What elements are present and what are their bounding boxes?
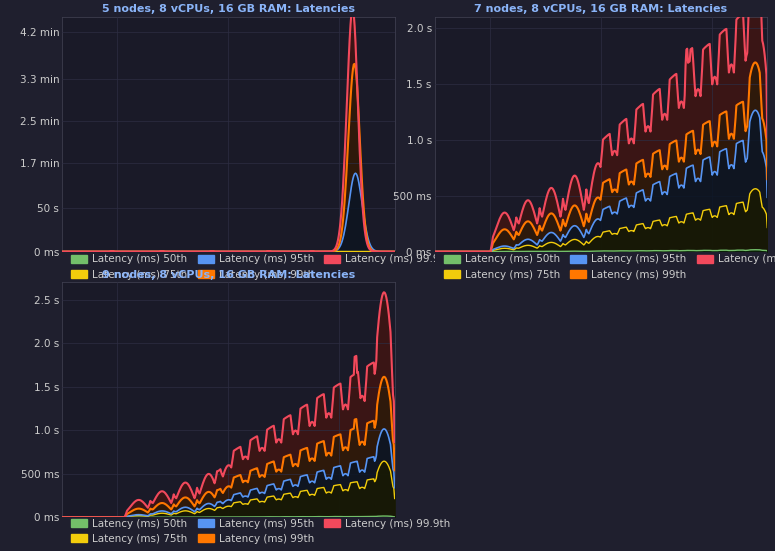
Title: 9 nodes, 8 vCPUs, 16 GB RAM: Latencies: 9 nodes, 8 vCPUs, 16 GB RAM: Latencies — [102, 270, 355, 280]
Title: 7 nodes, 8 vCPUs, 16 GB RAM: Latencies: 7 nodes, 8 vCPUs, 16 GB RAM: Latencies — [474, 4, 728, 14]
Title: 5 nodes, 8 vCPUs, 16 GB RAM: Latencies: 5 nodes, 8 vCPUs, 16 GB RAM: Latencies — [102, 4, 355, 14]
Legend: Latency (ms) 50th, Latency (ms) 75th, Latency (ms) 95th, Latency (ms) 99th, Late: Latency (ms) 50th, Latency (ms) 75th, La… — [67, 515, 455, 548]
Legend: Latency (ms) 50th, Latency (ms) 75th, Latency (ms) 95th, Latency (ms) 99th, Late: Latency (ms) 50th, Latency (ms) 75th, La… — [67, 250, 455, 284]
Legend: Latency (ms) 50th, Latency (ms) 75th, Latency (ms) 95th, Latency (ms) 99th, Late: Latency (ms) 50th, Latency (ms) 75th, La… — [439, 250, 775, 284]
